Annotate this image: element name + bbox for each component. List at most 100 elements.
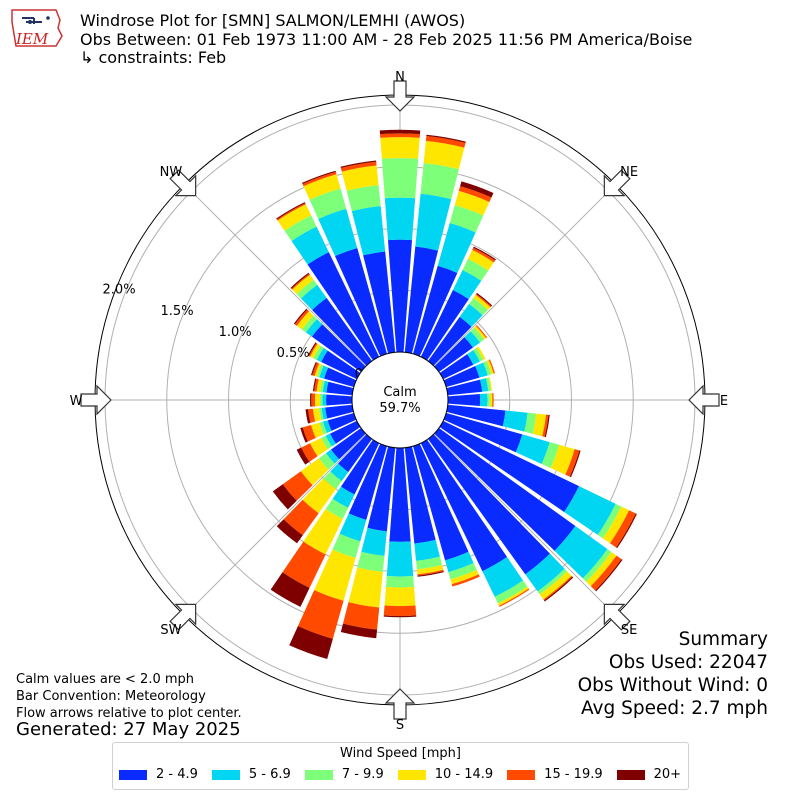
direction-label: W — [70, 394, 83, 409]
bar-segment — [473, 347, 484, 362]
bar-segment — [565, 449, 580, 477]
bar-segment — [469, 297, 488, 316]
bar-segment — [439, 354, 474, 380]
bar-segment — [425, 135, 466, 148]
radial-tick-label: 1.0% — [219, 325, 252, 340]
wind-bars — [270, 129, 637, 660]
summary-panel: Summary Obs Used: 22047 Obs Without Wind… — [578, 628, 768, 720]
bar-segment — [348, 443, 388, 520]
bar-segment — [303, 509, 343, 555]
bar-segment — [482, 556, 524, 597]
bar-segment — [276, 519, 303, 544]
bar-segment — [428, 434, 550, 575]
bar-segment — [367, 446, 396, 532]
bar-segment — [539, 571, 572, 600]
bar-segment — [383, 615, 417, 618]
bar-segment — [322, 420, 332, 433]
bar-segment — [310, 343, 321, 359]
bar-segment — [300, 284, 327, 310]
bar-segment — [448, 563, 477, 580]
bar-segment — [443, 412, 523, 453]
bar-segment — [321, 407, 328, 420]
bar-segment — [318, 208, 358, 257]
bar-segment — [340, 161, 377, 172]
bar-segment — [302, 478, 336, 514]
bar-segment — [330, 420, 361, 444]
bar-segment — [321, 350, 361, 380]
bar-segment — [319, 407, 324, 421]
title-line-2: Obs Between: 01 Feb 1973 11:00 AM - 28 F… — [80, 29, 693, 49]
bar-segment — [379, 129, 421, 135]
bar-segment — [446, 404, 506, 427]
bar-segment — [525, 553, 565, 592]
direction-label: N — [395, 70, 405, 85]
bar-segment — [483, 360, 492, 376]
chart-title: Windrose Plot for [SMN] SALMON/LEMHI (AW… — [80, 11, 693, 68]
bar-segment — [309, 188, 347, 219]
legend-label: 15 - 19.9 — [544, 767, 603, 782]
flow-arrow — [603, 603, 631, 631]
bar-segment — [451, 574, 480, 587]
legend-swatch — [616, 769, 645, 780]
bar-segment — [474, 325, 487, 340]
bar-segment — [386, 541, 414, 577]
bar-segment — [291, 273, 311, 290]
bar-segment — [458, 186, 492, 203]
bar-segment — [476, 346, 486, 360]
bar-segment — [464, 331, 481, 348]
bar-segment — [569, 450, 581, 478]
direction-label: NW — [160, 165, 183, 180]
legend-label: 2 - 4.9 — [156, 767, 198, 782]
obs-without-wind: Obs Without Wind: 0 — [577, 675, 768, 696]
bar-segment — [437, 223, 476, 273]
bar-segment — [322, 394, 327, 406]
bar-segment — [415, 193, 452, 251]
bar-segment — [381, 158, 419, 199]
bar-segment — [335, 247, 388, 357]
bar-segment — [316, 364, 324, 378]
iem-logo: IEM — [8, 6, 66, 50]
radial-tick-label: 0.5% — [277, 346, 310, 361]
bar-segment — [541, 442, 560, 469]
bar-segment — [300, 427, 308, 443]
title-line-3: ↳ constraints: Feb — [80, 48, 227, 67]
bar-segment — [550, 444, 575, 475]
generated-date: Generated: 27 May 2025 — [16, 719, 241, 740]
bar-segment — [324, 367, 357, 388]
flow-arrow — [688, 384, 720, 416]
footer-notes: Calm values are < 2.0 mph Bar Convention… — [16, 671, 242, 722]
bar-segment — [330, 463, 349, 482]
legend-swatch — [304, 769, 333, 780]
bar-segment — [480, 378, 489, 392]
bar-segment — [325, 404, 354, 419]
bar-segment — [310, 422, 324, 439]
bar-segment — [532, 413, 547, 437]
bar-segment — [326, 394, 353, 406]
bar-segment — [312, 297, 372, 366]
bar-segment — [348, 567, 383, 608]
legend: Wind Speed [mph] 2 - 4.9 5 - 6.9 7 - 9.9 10… — [112, 742, 689, 790]
bar-segment — [423, 140, 465, 170]
bar-segment — [426, 134, 466, 143]
bar-segment — [582, 549, 612, 582]
bar-segment — [307, 252, 380, 361]
bar-segment — [486, 377, 491, 392]
bar-segment — [313, 345, 324, 360]
bar-segment — [428, 316, 472, 366]
bar-segment — [416, 556, 443, 570]
bar-segment — [332, 533, 361, 558]
bar-segment — [326, 381, 354, 396]
bar-segment — [346, 185, 381, 212]
bar-segment — [445, 551, 474, 573]
bar-segment — [357, 551, 385, 572]
bar-segment — [296, 279, 318, 299]
bar-segment — [330, 428, 366, 460]
bar-segment — [307, 408, 316, 423]
flow-arrow — [169, 169, 197, 197]
bar-segment — [404, 246, 439, 354]
grid-spoke — [183, 433, 367, 617]
bar-segment — [554, 526, 608, 579]
bar-segment — [308, 343, 318, 357]
bar-segment — [472, 247, 496, 263]
bar-segment — [301, 443, 318, 462]
